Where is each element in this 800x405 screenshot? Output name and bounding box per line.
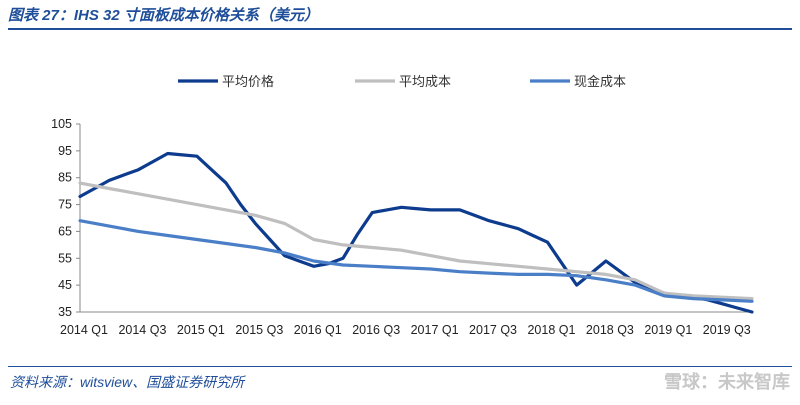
x-tick-label: 2018 Q1 <box>527 323 575 337</box>
legend-label-2: 平均成本 <box>399 75 451 90</box>
axes: 35 45 55 65 75 85 95 105 2014 Q1 2014 Q3 2015 Q1 20… <box>51 117 752 337</box>
y-tick-label: 95 <box>58 144 72 158</box>
title-divider <box>8 28 792 30</box>
x-tick-label: 2015 Q1 <box>177 323 225 337</box>
x-tick-label: 2015 Q3 <box>235 323 283 337</box>
legend: 平均价格 平均成本 现金成本 <box>178 74 626 90</box>
chart-title: 图表 27：IHS 32 寸面板成本价格关系（美元） <box>8 7 319 24</box>
x-tick-label: 2014 Q1 <box>60 323 108 337</box>
footer-divider <box>8 366 792 367</box>
x-tick-label: 2016 Q1 <box>294 323 342 337</box>
y-tick-label: 105 <box>51 117 72 131</box>
x-tick-label: 2019 Q1 <box>644 323 692 337</box>
y-tick-label: 75 <box>58 198 72 212</box>
series-lines <box>78 151 754 314</box>
watermark: 雪球：未来智库 <box>664 372 790 392</box>
y-tick-label: 45 <box>58 278 72 292</box>
legend-label-1: 平均价格 <box>222 74 274 90</box>
x-tick-label: 2019 Q3 <box>703 323 751 337</box>
y-tick-label: 55 <box>58 251 72 265</box>
source-note: 资料来源：witsview、国盛证券研究所 <box>10 374 245 390</box>
x-tick-label: 2016 Q3 <box>352 323 400 337</box>
y-tick-label: 65 <box>58 224 72 238</box>
y-tick-label: 85 <box>58 171 72 185</box>
legend-label-3: 现金成本 <box>574 74 626 90</box>
series-line-1 <box>78 151 754 314</box>
series-line-3 <box>78 219 754 303</box>
x-tick-label: 2014 Q3 <box>118 323 166 337</box>
x-tick-label: 2017 Q1 <box>411 323 459 337</box>
x-tick-label: 2018 Q3 <box>586 323 634 337</box>
series-line-2 <box>78 181 754 301</box>
x-tick-label: 2017 Q3 <box>469 323 517 337</box>
y-tick-label: 35 <box>58 305 72 319</box>
